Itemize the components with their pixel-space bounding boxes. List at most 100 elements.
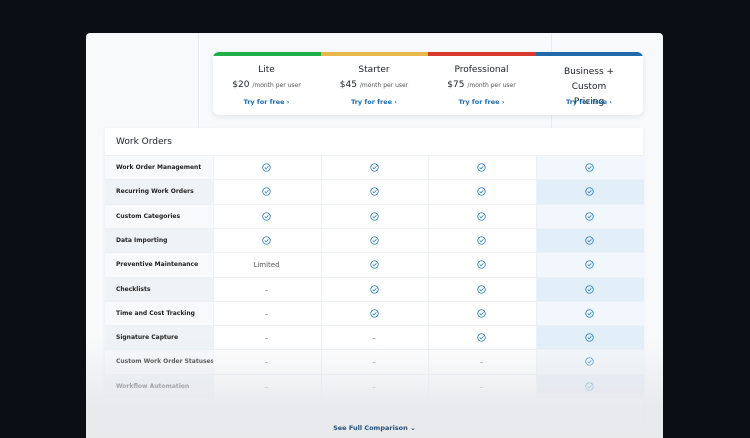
plan-name: Starter [358, 65, 390, 75]
feature-name: Signature Capture [116, 334, 179, 342]
column-divider [428, 180, 429, 205]
check-icon [584, 260, 594, 269]
feature-row: Recurring Work Orders [105, 179, 644, 205]
check-icon [262, 211, 271, 221]
check-icon [477, 187, 486, 196]
feature-cell-bg [105, 228, 213, 253]
column-divider [320, 228, 322, 253]
check-cell [428, 211, 535, 223]
check-icon [369, 211, 379, 221]
feature-name: Recurring Work Orders [116, 188, 194, 196]
plan-name: Professional [454, 65, 509, 75]
column-divider [213, 204, 214, 229]
column-divider [535, 204, 537, 229]
check-cell [536, 236, 643, 247]
price-note: /month per user [252, 82, 301, 89]
plan-cta[interactable]: Try for free › [566, 98, 612, 106]
plan-cta[interactable]: Try for free › [458, 98, 505, 106]
check-icon [369, 309, 379, 318]
feature-row: Checklists – [105, 276, 644, 302]
column-divider [320, 326, 322, 351]
column-divider [428, 204, 429, 229]
feature-row: Custom Categories [105, 203, 644, 229]
column-divider [320, 301, 322, 326]
plan-name: Business + Custom Pricing [563, 67, 615, 107]
column-divider [213, 301, 214, 326]
cell-text: – [264, 334, 269, 343]
check-cell [321, 163, 428, 174]
check-cell [536, 284, 643, 296]
check-icon [477, 236, 486, 245]
column-divider [535, 253, 537, 278]
check-icon [584, 211, 594, 221]
feature-cell-bg [105, 156, 213, 180]
plan-cta[interactable]: Try for free › [243, 98, 290, 106]
column-divider [428, 301, 429, 326]
check-cell [428, 284, 535, 296]
cell-text: – [372, 334, 376, 343]
cta-text[interactable]: Try for free [243, 98, 285, 106]
column-divider [535, 326, 537, 351]
check-cell [428, 309, 535, 320]
plan-name: Lite [258, 65, 275, 75]
price-note: /month per user [467, 82, 516, 89]
column-divider [428, 156, 429, 180]
price-amount: $20 [232, 80, 250, 90]
check-cell [536, 260, 643, 271]
section-title: Work Orders [116, 137, 172, 147]
feature-cell-bg [105, 204, 213, 229]
check-cell [536, 309, 643, 320]
check-icon [369, 236, 379, 245]
check-icon [477, 284, 486, 294]
column-divider [535, 277, 537, 302]
column-divider [320, 180, 322, 205]
feature-cell-bg [105, 180, 213, 205]
check-icon [477, 260, 486, 269]
column-divider [428, 277, 429, 302]
column-divider [428, 253, 429, 278]
check-cell [536, 187, 643, 198]
price-amount: $75 [447, 80, 465, 90]
check-cell [536, 211, 643, 223]
plan-color-bar [535, 52, 643, 56]
check-cell [428, 236, 535, 247]
check-cell [213, 236, 320, 247]
fade-overlay [86, 340, 663, 438]
check-icon [369, 187, 379, 196]
check-icon [584, 163, 594, 172]
check-icon [584, 309, 594, 318]
check-cell [321, 187, 428, 198]
check-cell [213, 211, 320, 223]
column-divider [535, 228, 537, 253]
cta-text[interactable]: Try for free [566, 98, 608, 106]
column-divider [213, 180, 214, 205]
divider [198, 33, 199, 128]
column-divider [213, 156, 214, 180]
column-divider [213, 326, 214, 351]
check-icon [477, 211, 486, 221]
check-icon [369, 284, 379, 294]
column-divider [535, 301, 537, 326]
cta-text[interactable]: Try for free [351, 98, 393, 106]
feature-cell-bg [105, 277, 213, 302]
check-icon [369, 163, 379, 172]
plan-cta[interactable]: Try for free › [351, 98, 397, 106]
check-cell [428, 187, 535, 198]
comparison-link[interactable]: See Full Comparison ⌄ [333, 424, 416, 432]
column-divider [535, 156, 537, 180]
plan-color-bar [213, 52, 321, 56]
feature-row: Data Importing [105, 227, 644, 253]
feature-row: Preventive Maintenance Limited [105, 252, 644, 278]
check-icon [584, 236, 594, 245]
column-divider [320, 204, 322, 229]
check-cell [428, 260, 535, 271]
check-cell [321, 260, 428, 271]
cta-text[interactable]: Try for free [458, 98, 500, 106]
column-divider [535, 180, 537, 205]
price-amount: $45 [339, 80, 357, 90]
check-cell [321, 284, 428, 296]
column-divider [213, 228, 214, 253]
check-icon [262, 236, 271, 245]
link-text[interactable]: See Full Comparison [333, 424, 408, 432]
